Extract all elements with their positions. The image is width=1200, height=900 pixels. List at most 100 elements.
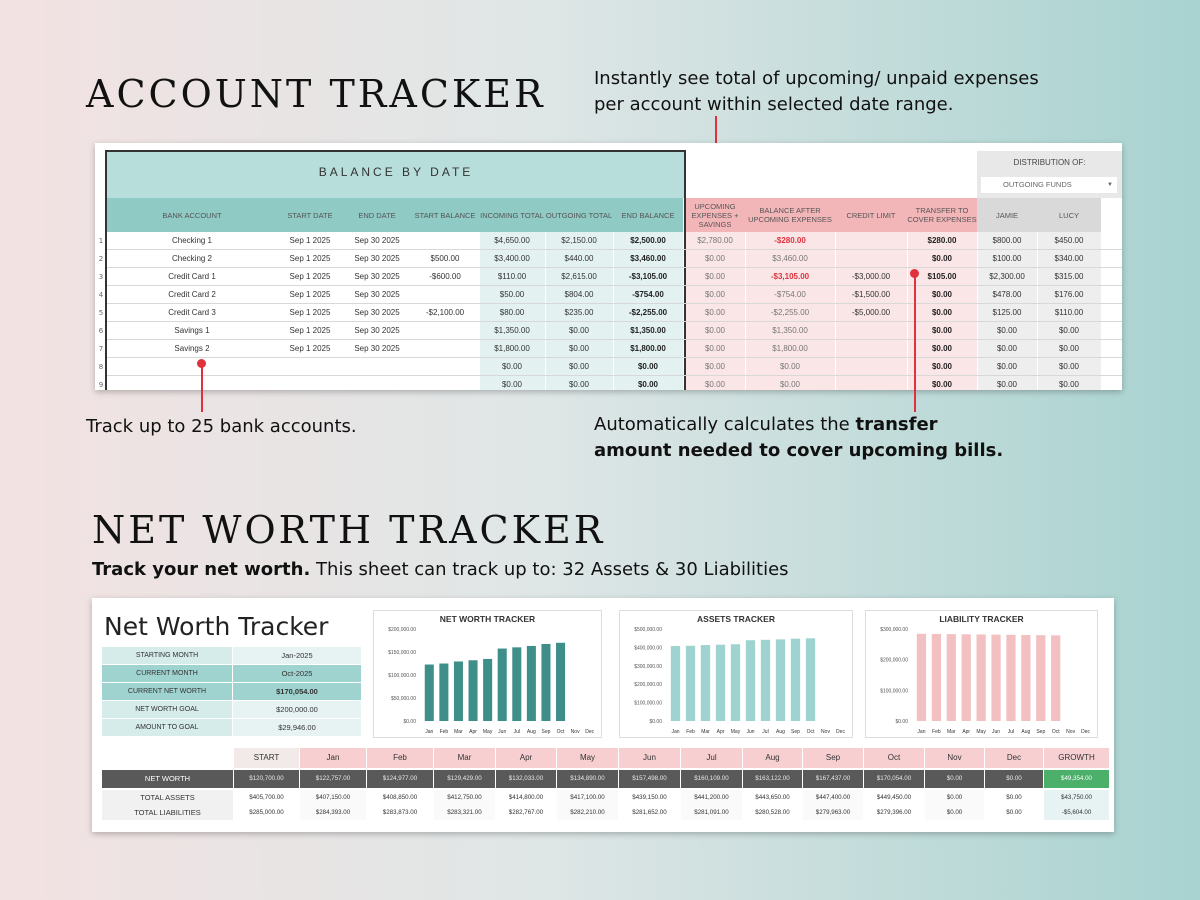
cell-start[interactable]: Sep 1 2025 (289, 326, 331, 335)
cell-start[interactable]: Sep 1 2025 (289, 236, 331, 245)
table-cell[interactable]: $170,054.00 (864, 770, 924, 788)
cell-credit[interactable] (835, 322, 907, 340)
cell-transfer[interactable]: $0.00 (931, 380, 953, 389)
cell-account[interactable]: Credit Card 2 (168, 290, 216, 299)
table-cell[interactable]: $417,100.00 (557, 790, 618, 805)
cell-lucy[interactable]: $176.00 (1054, 290, 1084, 299)
cell-lucy[interactable]: $0.00 (1058, 326, 1080, 335)
cell-after[interactable]: -$3,105.00 (770, 272, 810, 281)
table-cell[interactable]: $160,109.00 (681, 770, 742, 788)
table-cell[interactable]: $0.00 (985, 805, 1043, 820)
cell-start-bal[interactable]: -$2,100.00 (425, 308, 465, 317)
table-cell[interactable]: $408,850.00 (367, 790, 433, 805)
table-cell[interactable]: $285,000.00 (234, 805, 299, 820)
cell-end[interactable]: Sep 30 2025 (354, 308, 400, 317)
cell-after[interactable]: $0.00 (779, 362, 801, 371)
cell-after[interactable]: -$2,255.00 (770, 308, 810, 317)
cell-upcoming[interactable]: $2,780.00 (697, 236, 733, 245)
summary-value[interactable]: Oct-2025 (233, 665, 361, 682)
cell-credit[interactable] (835, 232, 907, 250)
cell-after[interactable]: $1,350.00 (772, 326, 808, 335)
table-cell[interactable]: $447,400.00 (803, 790, 863, 805)
cell-outgoing[interactable]: $2,150.00 (561, 236, 597, 245)
table-cell[interactable]: $120,700.00 (234, 770, 299, 788)
cell-jamie[interactable]: $478.00 (992, 290, 1022, 299)
cell-end[interactable]: Sep 30 2025 (354, 236, 400, 245)
cell-start-bal[interactable] (411, 286, 479, 304)
cell-start-bal[interactable] (411, 376, 479, 390)
table-cell[interactable]: $124,977.00 (367, 770, 433, 788)
table-cell[interactable]: $412,750.00 (434, 790, 495, 805)
table-cell[interactable]: $279,396.00 (864, 805, 924, 820)
cell-lucy[interactable]: $0.00 (1058, 380, 1080, 389)
cell-transfer[interactable]: $105.00 (927, 272, 957, 281)
cell-start[interactable]: Sep 1 2025 (289, 254, 331, 263)
cell-incoming[interactable]: $50.00 (499, 290, 525, 299)
cell-upcoming[interactable]: $0.00 (704, 254, 726, 263)
table-cell[interactable]: $0.00 (985, 790, 1043, 805)
table-cell[interactable]: $284,393.00 (300, 805, 366, 820)
table-cell[interactable]: $283,321.00 (434, 805, 495, 820)
cell-outgoing[interactable]: $2,615.00 (561, 272, 597, 281)
cell-start-bal[interactable] (411, 322, 479, 340)
cell-after[interactable]: -$280.00 (774, 236, 806, 245)
cell-lucy[interactable]: $315.00 (1054, 272, 1084, 281)
table-cell[interactable]: $449,450.00 (864, 790, 924, 805)
cell-lucy[interactable]: $340.00 (1054, 254, 1084, 263)
cell-after[interactable]: $0.00 (779, 380, 801, 389)
cell-end[interactable] (343, 358, 411, 376)
cell-lucy[interactable]: $450.00 (1054, 236, 1084, 245)
cell-end[interactable]: Sep 30 2025 (354, 290, 400, 299)
cell-end-bal[interactable]: -$2,255.00 (628, 308, 668, 317)
cell-transfer[interactable]: $0.00 (931, 326, 953, 335)
table-cell[interactable]: $283,873.00 (367, 805, 433, 820)
cell-incoming[interactable]: $110.00 (497, 272, 527, 281)
cell-jamie[interactable]: $0.00 (996, 362, 1018, 371)
cell-credit[interactable]: -$5,000.00 (851, 308, 891, 317)
table-cell[interactable]: $43,750.00 (1044, 790, 1109, 805)
cell-end-bal[interactable]: $0.00 (637, 380, 659, 389)
cell-account[interactable]: Credit Card 3 (168, 308, 216, 317)
cell-credit[interactable]: -$1,500.00 (851, 290, 891, 299)
cell-transfer[interactable]: $0.00 (931, 308, 953, 317)
cell-jamie[interactable]: $0.00 (996, 380, 1018, 389)
table-cell[interactable]: $167,437.00 (803, 770, 863, 788)
cell-end-bal[interactable]: $1,350.00 (630, 326, 666, 335)
table-cell[interactable]: $441,200.00 (681, 790, 742, 805)
cell-jamie[interactable]: $0.00 (996, 344, 1018, 353)
table-cell[interactable]: -$5,604.00 (1044, 805, 1109, 820)
table-cell[interactable]: $0.00 (925, 805, 984, 820)
cell-account[interactable]: Checking 1 (171, 236, 213, 245)
table-cell[interactable]: $0.00 (925, 770, 984, 788)
cell-upcoming[interactable]: $0.00 (704, 326, 726, 335)
cell-incoming[interactable]: $4,650.00 (494, 236, 530, 245)
table-cell[interactable]: $0.00 (985, 770, 1043, 788)
cell-start[interactable] (277, 358, 343, 376)
cell-incoming[interactable]: $0.00 (501, 380, 523, 389)
cell-after[interactable]: $1,800.00 (772, 344, 808, 353)
summary-value[interactable]: $29,946.00 (233, 719, 361, 736)
table-cell[interactable]: $49,354.00 (1044, 770, 1109, 788)
cell-transfer[interactable]: $0.00 (931, 254, 953, 263)
cell-account[interactable] (107, 358, 277, 376)
cell-incoming[interactable]: $0.00 (501, 362, 523, 371)
cell-end[interactable]: Sep 30 2025 (354, 254, 400, 263)
cell-start[interactable]: Sep 1 2025 (289, 290, 331, 299)
cell-transfer[interactable]: $0.00 (931, 362, 953, 371)
cell-transfer[interactable]: $280.00 (927, 236, 957, 245)
summary-value[interactable]: Jan-2025 (233, 647, 361, 664)
table-cell[interactable]: $0.00 (925, 790, 984, 805)
cell-end-bal[interactable]: $0.00 (637, 362, 659, 371)
table-cell[interactable]: $282,767.00 (496, 805, 556, 820)
table-cell[interactable]: $405,700.00 (234, 790, 299, 805)
table-cell[interactable]: $157,498.00 (619, 770, 680, 788)
cell-jamie[interactable]: $100.00 (992, 254, 1022, 263)
table-cell[interactable]: $129,429.00 (434, 770, 495, 788)
cell-start-bal[interactable]: -$600.00 (429, 272, 461, 281)
cell-start[interactable]: Sep 1 2025 (289, 344, 331, 353)
cell-outgoing[interactable]: $0.00 (568, 380, 590, 389)
table-cell[interactable]: $414,800.00 (496, 790, 556, 805)
cell-end-bal[interactable]: -$754.00 (632, 290, 664, 299)
cell-outgoing[interactable]: $0.00 (568, 362, 590, 371)
cell-account[interactable]: Savings 2 (174, 344, 210, 353)
